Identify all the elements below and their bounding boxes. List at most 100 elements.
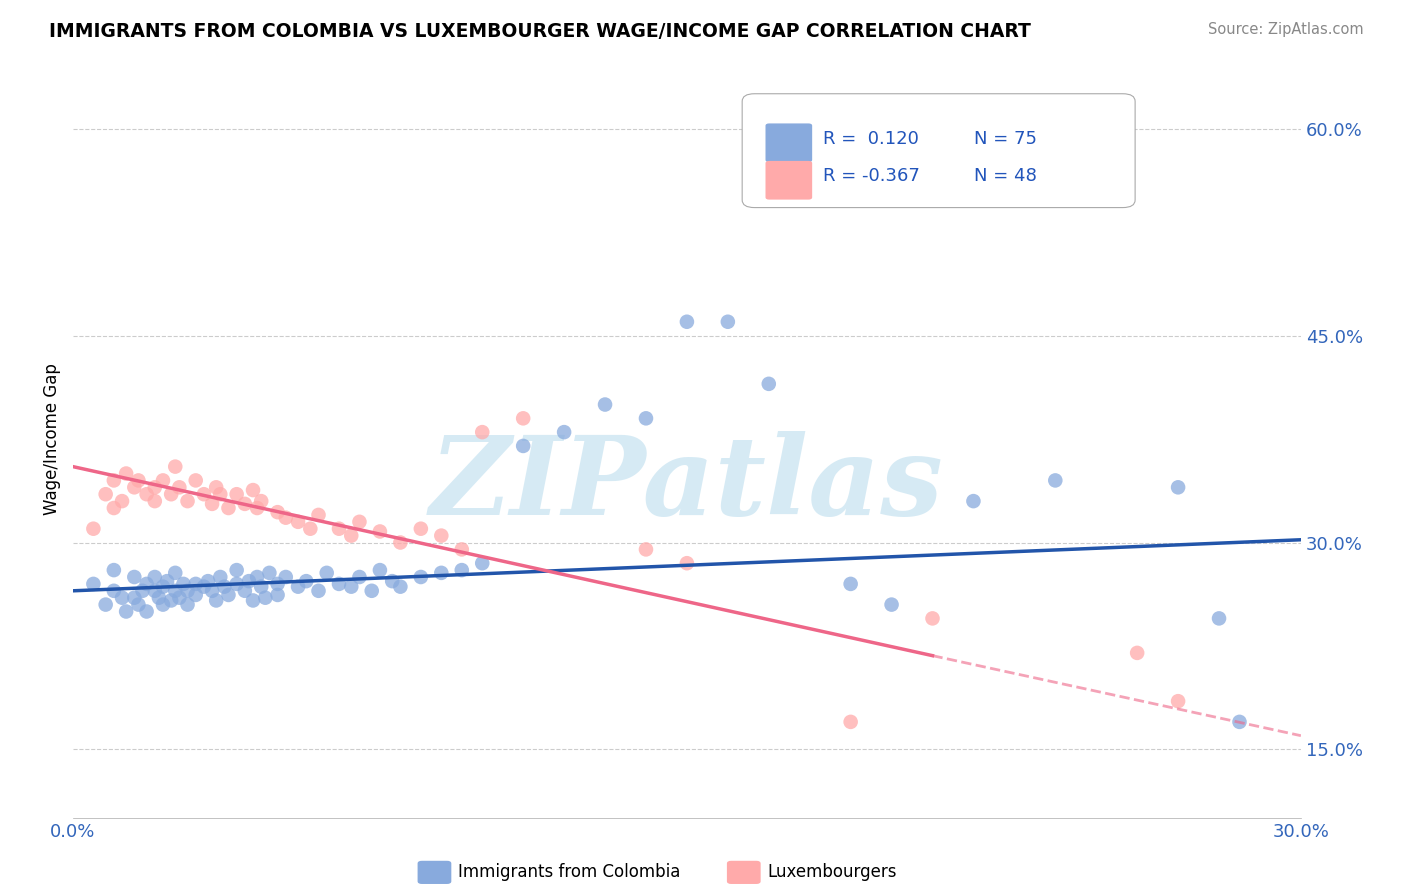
Point [143,583,166,598]
Point [124,480,146,494]
Point [471,556,494,570]
Point [103,583,125,598]
Point [360,583,382,598]
Point [214,580,236,594]
Point [512,411,534,425]
Point [1126,646,1149,660]
Point [115,605,138,619]
Point [124,591,146,605]
Point [115,467,138,481]
Point [209,570,232,584]
Point [82,522,104,536]
Point [217,501,239,516]
Point [287,580,309,594]
Point [962,494,984,508]
Point [676,315,699,329]
Point [340,528,363,542]
Point [172,577,194,591]
Point [103,563,125,577]
Text: Immigrants from Colombia: Immigrants from Colombia [458,863,681,881]
Point [135,577,157,591]
Point [184,577,207,591]
Point [328,577,350,591]
Point [430,566,453,580]
Point [349,515,371,529]
FancyBboxPatch shape [765,161,813,200]
Point [176,598,198,612]
Point [839,714,862,729]
Point [124,570,146,584]
Point [209,487,232,501]
Point [308,508,330,522]
Point [266,505,288,519]
Point [315,566,337,580]
Point [839,577,862,591]
Point [225,577,247,591]
Point [184,588,207,602]
Point [381,574,404,589]
Point [169,480,191,494]
Point [165,459,187,474]
Point [111,591,134,605]
Point [634,411,657,425]
Point [193,487,215,501]
Point [246,501,269,516]
Point [197,574,219,589]
Point [254,591,277,605]
Point [266,588,288,602]
Point [349,570,371,584]
Point [169,591,191,605]
Point [259,566,281,580]
Point [103,501,125,516]
Point [340,580,363,594]
Point [148,591,170,605]
Point [717,315,740,329]
Point [250,580,273,594]
Point [160,487,183,501]
Point [82,577,104,591]
Point [94,598,117,612]
Point [274,570,297,584]
Point [450,563,472,577]
Text: Source: ZipAtlas.com: Source: ZipAtlas.com [1208,22,1364,37]
Point [1229,714,1251,729]
Point [233,497,256,511]
Point [368,524,391,539]
Point [1045,474,1067,488]
Point [1167,694,1189,708]
Point [409,570,432,584]
Point [238,574,260,589]
FancyBboxPatch shape [742,94,1135,208]
Point [152,598,174,612]
Point [328,522,350,536]
Text: R =  0.120: R = 0.120 [824,130,920,148]
Point [225,563,247,577]
Text: R = -0.367: R = -0.367 [824,168,920,186]
Point [1167,480,1189,494]
Point [176,583,198,598]
Point [246,570,269,584]
Point [152,580,174,594]
Point [201,583,224,598]
Point [205,593,228,607]
Point [111,494,134,508]
Point [287,515,309,529]
Point [143,480,166,494]
Point [471,425,494,439]
Point [880,598,903,612]
Point [160,593,183,607]
Point [676,556,699,570]
Point [1208,611,1230,625]
Point [217,588,239,602]
Point [135,487,157,501]
Point [299,522,322,536]
Point [242,593,264,607]
Text: ZIPatlas: ZIPatlas [430,431,943,538]
Point [409,522,432,536]
Point [266,577,288,591]
Point [921,611,943,625]
Text: N = 48: N = 48 [974,168,1038,186]
Point [250,494,273,508]
Point [389,535,412,549]
FancyBboxPatch shape [765,123,813,162]
